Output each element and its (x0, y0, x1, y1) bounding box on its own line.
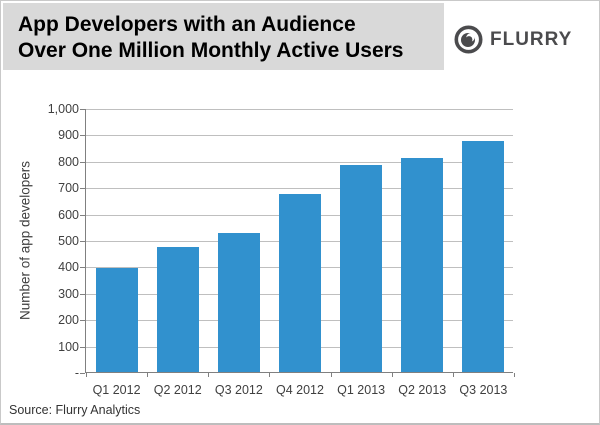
x-axis-tick (208, 373, 210, 377)
bar (95, 267, 138, 372)
x-tick-label: Q2 2012 (153, 383, 202, 397)
y-tick-label: 300 (58, 286, 79, 301)
x-axis-tick (269, 373, 271, 377)
y-axis-title: Number of app developers (17, 160, 33, 321)
gridline (86, 188, 513, 190)
flurry-logo-text: FLURRY (490, 28, 573, 50)
x-tick-label: Q3 2013 (459, 383, 508, 397)
x-axis-tick (330, 373, 332, 377)
y-axis-tick (80, 346, 85, 348)
y-axis-tick (80, 267, 85, 269)
y-axis-tick (80, 241, 85, 242)
bar (401, 158, 444, 372)
x-tick-label: Q1 2012 (92, 383, 141, 397)
x-axis-tick (391, 373, 393, 377)
gridline (86, 135, 513, 137)
chart-title-line-1: App Developers with an Audience (18, 13, 356, 36)
x-tick-label: Q1 2013 (337, 383, 386, 397)
y-tick-label: 500 (58, 234, 79, 248)
chart-title-box: App Developers with an Audience Over One… (3, 3, 444, 70)
flurry-logo: FLURRY (454, 25, 572, 54)
y-axis-tick-labels: - 100 200 300 400 500 600 700 800 900 1,000 (21, 102, 79, 380)
x-tick-label: Q3 2012 (214, 383, 263, 397)
x-axis-tick (514, 373, 515, 377)
x-axis-tick (147, 373, 149, 377)
chart-title-line-2: Over One Million Monthly Active Users (18, 39, 404, 62)
gridline (86, 109, 513, 110)
y-axis-tick (80, 109, 85, 110)
y-axis-tick (80, 188, 85, 190)
y-axis-tick (80, 161, 85, 163)
source-note: Source: Flurry Analytics (9, 403, 141, 417)
x-tick-label: Q4 2012 (276, 383, 324, 397)
y-tick-label: 1,000 (47, 102, 79, 116)
x-axis-tick (86, 373, 87, 377)
y-tick-label: 600 (58, 207, 79, 222)
y-tick-label: 100 (58, 339, 79, 354)
y-tick-label: 900 (58, 128, 79, 143)
gridline (86, 161, 513, 163)
bar (462, 141, 505, 372)
y-axis-tick (80, 373, 85, 374)
y-tick-label: 700 (58, 181, 79, 196)
y-tick-label: 200 (58, 313, 79, 328)
bar (340, 164, 383, 372)
y-tick-label: - (74, 366, 79, 380)
bar (217, 233, 260, 372)
bar (156, 246, 199, 372)
bar-chart-plot-area: Q1 2012 Q2 2012 Q3 2012 Q4 2012 Q1 2013 Q2 20… (80, 109, 515, 397)
y-axis-tick (80, 320, 85, 322)
bar (279, 193, 321, 372)
y-tick-label: 800 (58, 154, 79, 169)
x-axis-tick (452, 373, 454, 377)
y-tick-label: 400 (58, 260, 79, 275)
flurry-swirl-icon (454, 25, 483, 54)
y-axis-tick (80, 135, 85, 137)
y-axis-tick (80, 214, 85, 216)
y-axis-tick (80, 293, 85, 295)
x-tick-label: Q2 2013 (398, 383, 447, 397)
